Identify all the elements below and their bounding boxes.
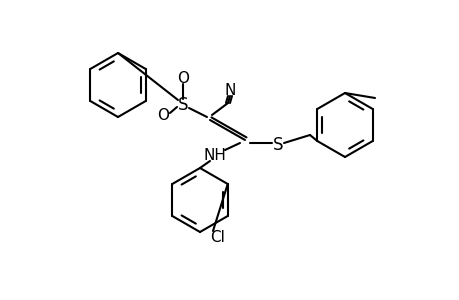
Text: O: O (157, 107, 168, 122)
Text: N: N (224, 82, 235, 98)
Text: NH: NH (203, 148, 226, 163)
Text: Cl: Cl (210, 230, 225, 245)
Text: S: S (272, 136, 283, 154)
Text: S: S (177, 96, 188, 114)
Text: O: O (177, 70, 189, 86)
